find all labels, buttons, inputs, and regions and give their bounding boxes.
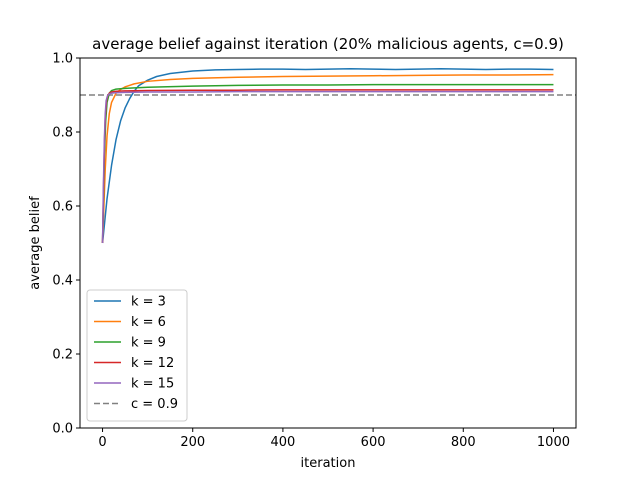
series-line-5 (101, 90, 554, 244)
x-tick-label: 1000 (537, 435, 570, 450)
x-tick-label: 400 (270, 435, 295, 450)
legend-entry-label: k = 15 (131, 377, 174, 392)
legend-entry-label: k = 12 (131, 356, 174, 371)
chart-title: average belief against iteration (20% ma… (92, 35, 564, 53)
legend-entry-label: k = 9 (131, 336, 166, 351)
y-tick-label: 0.6 (52, 200, 73, 215)
y-axis-label: average belief (28, 196, 43, 290)
y-tick-label: 0.0 (52, 422, 73, 437)
legend-entry-label: k = 3 (131, 295, 166, 310)
x-tick-label: 600 (361, 435, 386, 450)
series-layer (101, 67, 554, 244)
x-tick-label: 0 (98, 435, 106, 450)
y-tick-label: 1.0 (52, 52, 73, 67)
y-tick-label: 0.4 (52, 274, 73, 289)
series-line-2 (101, 73, 554, 244)
x-tick-label: 200 (180, 435, 205, 450)
y-axis: 0.0 0.2 0.4 0.6 0.8 1.0 (52, 52, 80, 437)
x-axis: 0 200 400 600 800 1000 (98, 428, 570, 450)
x-tick-label: 800 (451, 435, 476, 450)
plot-frame (79, 57, 577, 429)
y-tick-label: 0.8 (52, 126, 73, 141)
legend-box (86, 289, 188, 422)
legend-entry-label: c = 0.9 (131, 397, 178, 412)
y-tick-label: 0.2 (52, 348, 73, 363)
legend: k = 3 k = 6 k = 9 k = 12 k = 15 c = 0.9 (86, 289, 188, 422)
legend-entry-label: k = 6 (131, 315, 166, 330)
series-line-1 (101, 67, 554, 244)
x-axis-label: iteration (301, 456, 356, 471)
